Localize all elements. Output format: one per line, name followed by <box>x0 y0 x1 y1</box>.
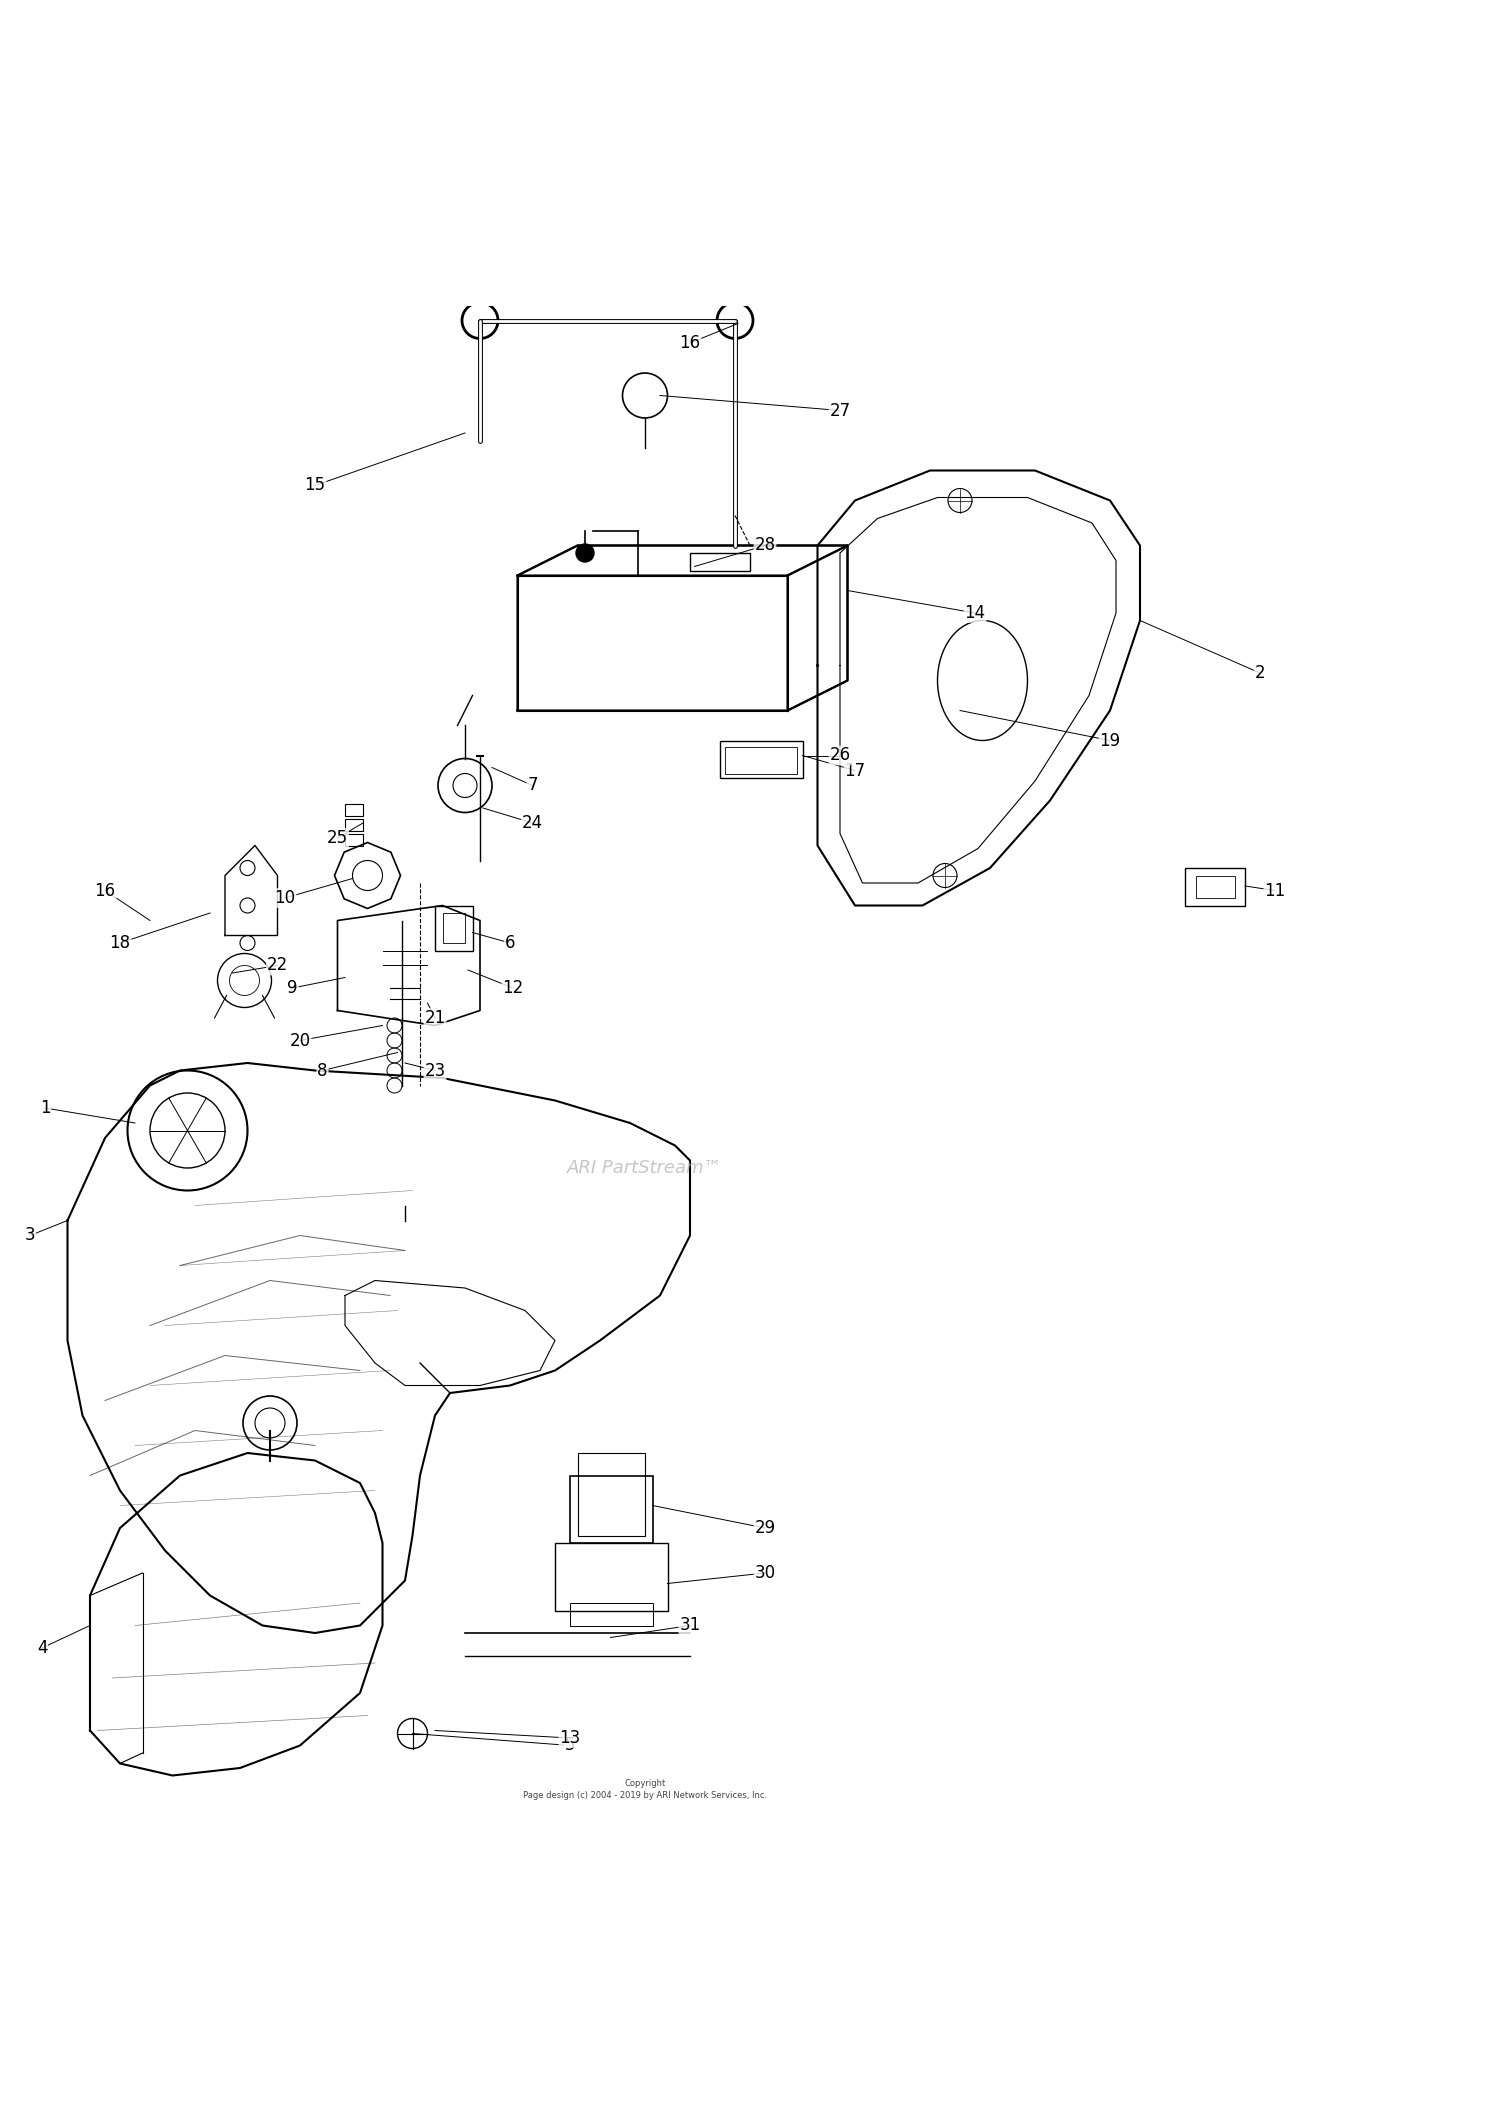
Text: 21: 21 <box>424 1009 445 1026</box>
Text: 10: 10 <box>274 889 296 908</box>
Bar <box>720 741 803 779</box>
Bar <box>578 1452 645 1535</box>
Bar <box>1185 868 1245 906</box>
Text: 29: 29 <box>754 1520 776 1537</box>
Text: Page design (c) 2004 - 2019 by ARI Network Services, Inc.: Page design (c) 2004 - 2019 by ARI Netwo… <box>524 1790 766 1799</box>
Text: 4: 4 <box>36 1638 48 1657</box>
Bar <box>724 747 796 773</box>
Bar <box>570 1602 652 1625</box>
Text: 17: 17 <box>844 762 865 779</box>
Bar <box>555 1543 668 1611</box>
Text: 1: 1 <box>39 1100 51 1117</box>
Bar <box>442 912 465 944</box>
Text: 15: 15 <box>304 477 326 494</box>
Circle shape <box>576 545 594 562</box>
Text: 16: 16 <box>680 334 700 353</box>
Text: 2: 2 <box>1254 665 1266 682</box>
Text: 25: 25 <box>327 830 348 847</box>
Bar <box>570 1476 652 1543</box>
Text: 27: 27 <box>830 401 850 420</box>
Text: 3: 3 <box>24 1226 36 1245</box>
Text: 18: 18 <box>110 933 130 952</box>
Text: 31: 31 <box>680 1617 700 1634</box>
Text: 8: 8 <box>318 1062 327 1079</box>
Text: Copyright: Copyright <box>624 1777 666 1788</box>
Bar <box>345 834 363 847</box>
Bar <box>1196 876 1234 897</box>
Bar <box>345 804 363 815</box>
Text: 14: 14 <box>964 604 986 623</box>
Bar <box>690 553 750 570</box>
Text: 6: 6 <box>504 933 516 952</box>
Bar <box>435 906 472 950</box>
Text: 12: 12 <box>503 980 524 996</box>
Bar <box>345 819 363 830</box>
Text: 13: 13 <box>560 1729 580 1748</box>
Text: 26: 26 <box>830 747 850 764</box>
Text: 9: 9 <box>288 980 297 996</box>
Text: 7: 7 <box>528 777 537 794</box>
Text: 23: 23 <box>424 1062 445 1079</box>
Text: 20: 20 <box>290 1032 310 1049</box>
Text: 24: 24 <box>522 815 543 832</box>
Text: 5: 5 <box>564 1737 576 1754</box>
Text: 28: 28 <box>754 536 776 555</box>
Text: 16: 16 <box>94 882 116 899</box>
Text: 30: 30 <box>754 1564 776 1581</box>
Text: 11: 11 <box>1264 882 1286 899</box>
Text: 22: 22 <box>267 956 288 975</box>
Text: ARI PartStream™: ARI PartStream™ <box>567 1159 723 1178</box>
Text: 19: 19 <box>1100 733 1120 749</box>
